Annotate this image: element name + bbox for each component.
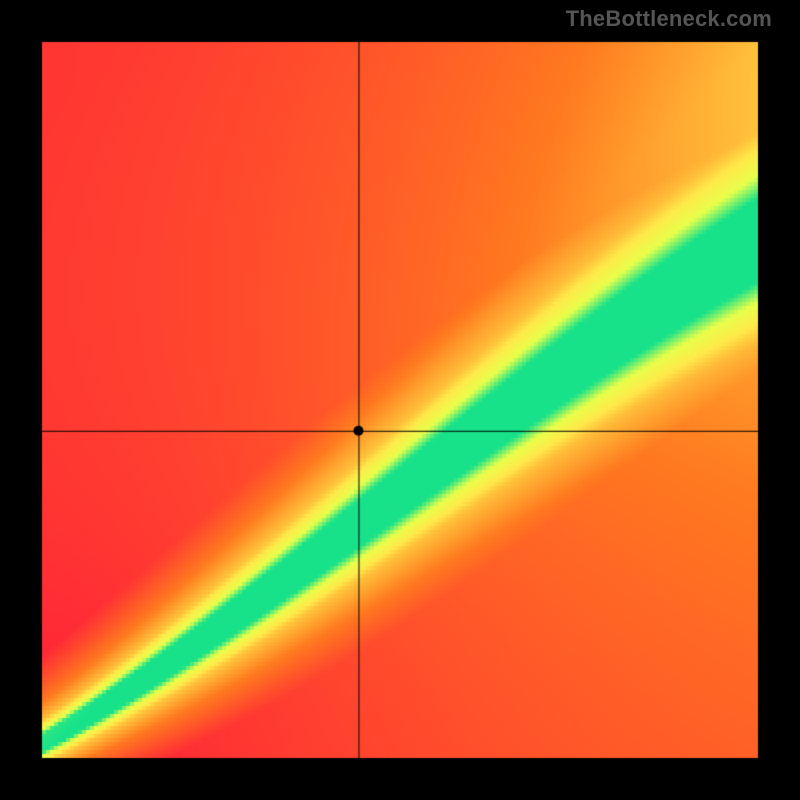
bottleneck-heatmap: [0, 0, 800, 800]
watermark-text: TheBottleneck.com: [566, 6, 772, 32]
